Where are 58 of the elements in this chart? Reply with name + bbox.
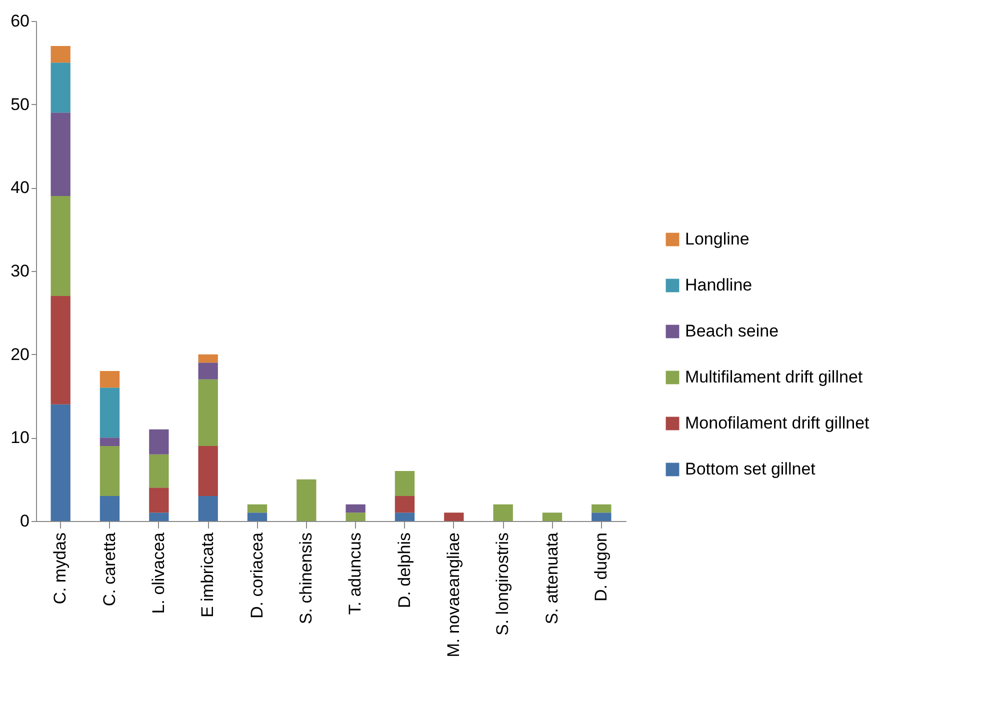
- y-tick-label: 20: [10, 344, 30, 364]
- x-tick-label: M. novaeangliae: [444, 532, 463, 658]
- legend-label: Handline: [685, 276, 752, 294]
- bar: [198, 362, 218, 380]
- bar: [149, 429, 169, 454]
- x-tick-label: C. mydas: [50, 532, 70, 604]
- x-tick-label: D. dugon: [591, 532, 610, 602]
- bar: [198, 379, 218, 446]
- bar: [444, 512, 464, 521]
- x-tick-label: E imbricata: [198, 532, 218, 618]
- bar: [50, 46, 70, 63]
- bar: [50, 196, 70, 296]
- bar: [50, 296, 70, 404]
- bar: [493, 504, 513, 521]
- bar: [100, 446, 120, 496]
- bar: [149, 488, 169, 513]
- bar: [50, 404, 70, 521]
- bar: [50, 112, 70, 196]
- x-tick-label: S. chinensis: [296, 532, 316, 624]
- bar: [247, 512, 268, 521]
- bar: [149, 454, 169, 488]
- x-tick-label: L. olivacea: [148, 532, 168, 614]
- x-tick-label: T. aduncus: [346, 532, 365, 615]
- x-tick-label: C. caretta: [100, 532, 119, 606]
- y-tick-label: 40: [10, 178, 30, 198]
- x-tick-label: D. delphis: [394, 532, 414, 608]
- legend-label: Monofilament drift gillnet: [685, 414, 870, 432]
- bar: [50, 62, 70, 113]
- bar: [100, 371, 120, 388]
- bar: [100, 496, 120, 521]
- bar: [198, 496, 218, 521]
- y-tick-label: 30: [10, 262, 30, 280]
- x-tick-label: S. longirostris: [493, 532, 512, 636]
- bar: [394, 512, 415, 521]
- bar: [198, 354, 218, 363]
- bar: [198, 446, 218, 496]
- legend-label: Beach seine: [685, 322, 779, 340]
- legend-label: Bottom set gillnet: [685, 460, 816, 478]
- x-tick-label: D. coriacea: [247, 532, 266, 618]
- bar: [394, 471, 415, 496]
- y-tick-label: 10: [10, 428, 30, 448]
- bar: [247, 504, 268, 513]
- bar: [100, 388, 120, 438]
- bar: [592, 512, 612, 521]
- y-tick-label: 50: [10, 94, 30, 114]
- y-tick-label: 60: [10, 12, 30, 30]
- bar: [100, 438, 120, 446]
- bar: [346, 512, 366, 521]
- x-tick-label: S. attenuata: [542, 532, 562, 624]
- bar: [542, 512, 562, 521]
- legend-label: Multifilament drift gillnet: [685, 368, 863, 386]
- bar: [394, 496, 415, 513]
- y-tick-label: 0: [20, 512, 30, 530]
- bar: [296, 479, 316, 521]
- legend-label: Longline: [685, 230, 750, 248]
- bar: [592, 504, 612, 513]
- bar: [346, 504, 366, 513]
- bar: [149, 512, 169, 521]
